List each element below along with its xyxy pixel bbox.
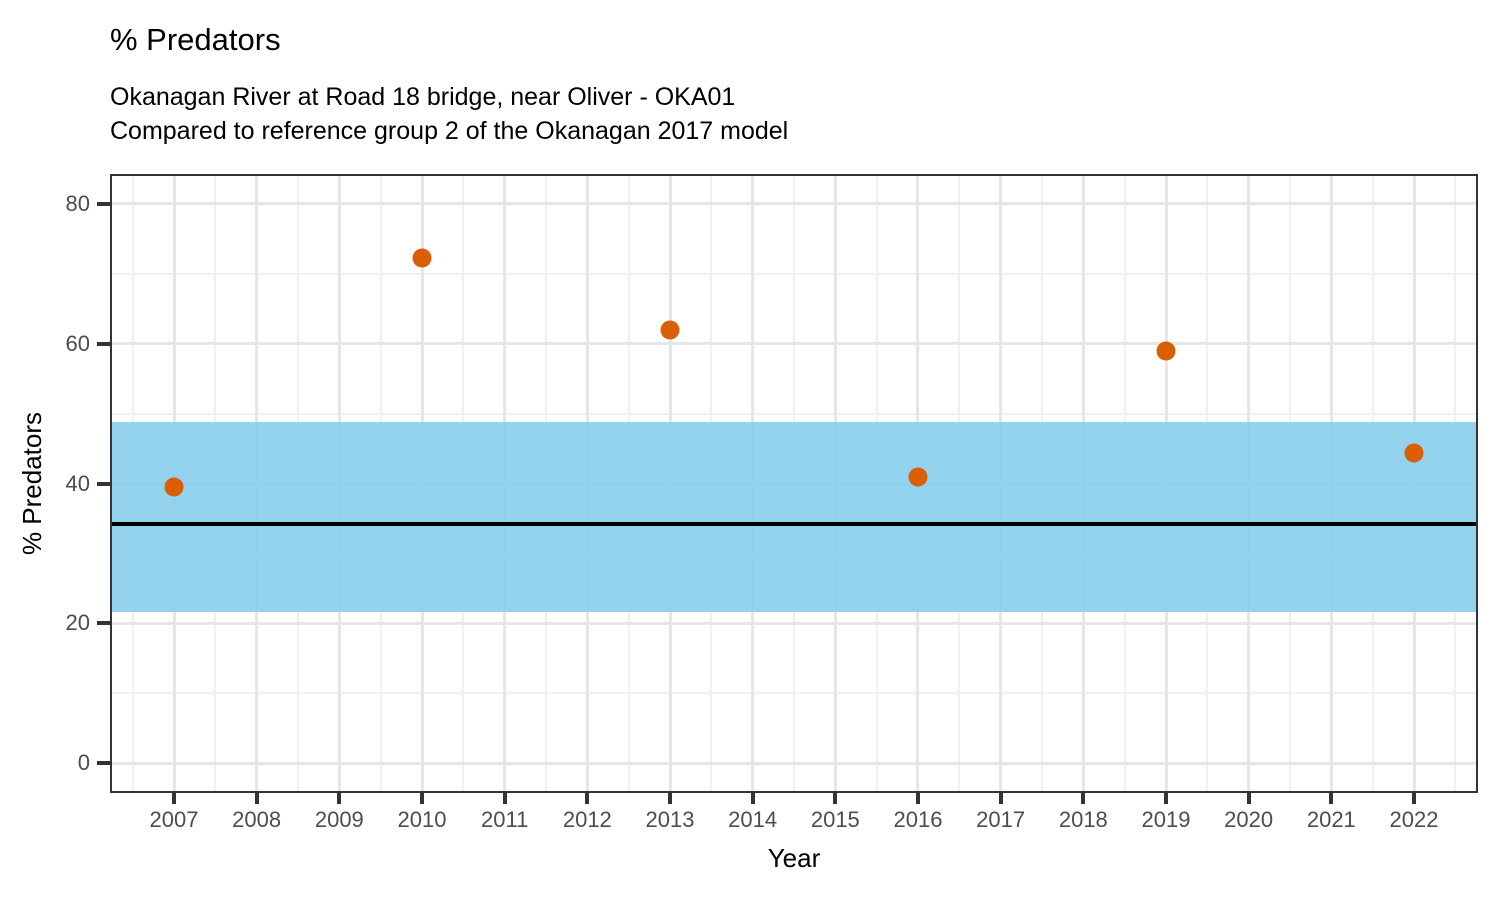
y-axis-title: % Predators [8,174,58,793]
data-point-2007 [164,477,184,497]
x-axis-tick-label: 2014 [728,807,778,832]
x-axis-title: Year [767,843,821,873]
y-axis-title-text: % Predators [17,411,48,556]
x-axis-tick-label: 2011 [481,807,529,832]
x-axis-tick [1246,793,1251,804]
y-axis-tick [97,341,110,346]
x-axis-tick [502,793,507,804]
x-axis-tick-label: 2018 [1058,807,1108,832]
gridline-y-major [112,342,1476,346]
x-axis-tick [668,793,672,804]
y-axis-tick-label: 40 [65,470,90,496]
x-axis-tick-label: 2019 [1141,807,1191,832]
y-axis-tick-label: 80 [65,190,90,216]
x-axis-tick [172,793,176,804]
chart-subtitle-line-2: Compared to reference group 2 of the Oka… [110,117,789,145]
x-axis-tick-label: 2017 [976,807,1026,832]
data-point-2016 [908,467,928,486]
y-axis-tick [97,201,110,206]
chart-title: % Predators [110,22,281,57]
x-axis-tick-label: 2013 [645,807,695,832]
x-axis-tick-label: 2010 [397,807,447,832]
gridline-y-major [112,761,1476,765]
x-axis-tick [833,793,838,804]
x-axis-tick-label: 2007 [149,807,199,832]
y-axis-tick [97,621,110,626]
x-axis-tick [254,793,259,804]
data-point-2019 [1156,341,1176,361]
y-axis-tick-label: 60 [65,330,90,356]
x-axis-tick [585,793,590,804]
reference-band [112,422,1476,613]
data-point-2022 [1404,443,1424,463]
x-axis-tick [337,793,342,804]
x-axis-tick-label: 2008 [232,807,282,832]
x-axis-tick-label: 2012 [562,807,612,832]
x-axis-tick [750,793,755,804]
x-axis-tick [998,793,1003,804]
chart-subtitle-line-1: Okanagan River at Road 18 bridge, near O… [110,83,736,111]
chart-subtitle: Okanagan River at Road 18 bridge, near O… [110,80,788,148]
reference-line [112,522,1476,527]
x-axis-tick-label: 2021 [1306,807,1356,832]
x-axis-tick-label: 2022 [1389,807,1439,832]
x-axis-tick [420,793,424,804]
x-axis-tick [1412,793,1416,804]
gridline-y-major [112,202,1476,206]
y-axis-tick [97,761,110,766]
data-point-2010 [412,248,432,268]
y-axis-tick-label: 0 [77,750,90,776]
x-axis-tick-label: 2009 [314,807,364,832]
x-axis-tick [1329,793,1334,804]
plot-panel: 2007 2008 2009 2010 2011 2012 2013 2014 2015 2016… [66,174,1478,832]
x-axis-tick [1081,793,1086,804]
gridline-y-major [112,621,1476,625]
data-point-2013 [660,320,680,340]
y-axis-tick-label: 20 [65,610,90,636]
x-axis-tick [916,793,920,804]
x-axis-tick [1164,793,1168,804]
y-axis-tick [97,481,110,486]
x-axis-tick-label: 2020 [1224,807,1274,832]
x-axis-tick-label: 2015 [810,807,860,832]
x-axis-tick-label: 2016 [893,807,943,832]
